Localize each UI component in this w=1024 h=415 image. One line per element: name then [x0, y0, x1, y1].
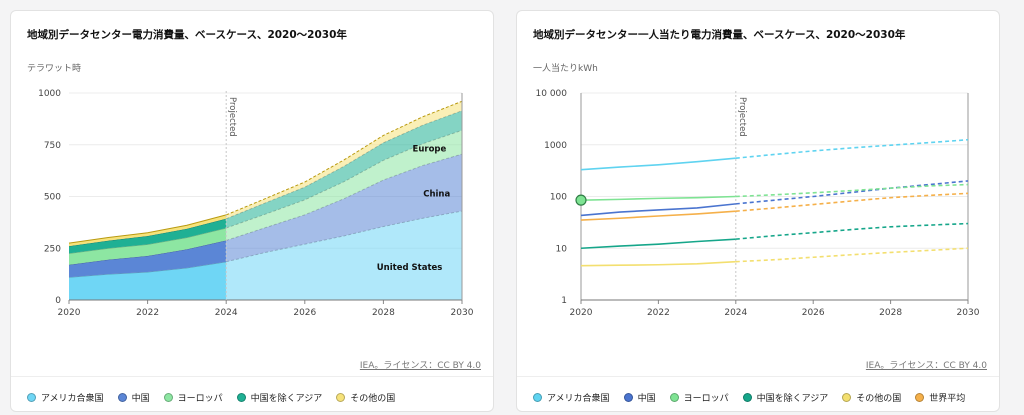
y-tick-label: 1000 [38, 89, 61, 99]
legend-label: その他の国 [350, 394, 396, 404]
series-line-5[interactable] [580, 260, 736, 267]
legend-item[interactable]: 中国 [117, 391, 150, 404]
legend-item[interactable]: アメリカ合衆国 [533, 391, 610, 404]
area-5-edge [68, 214, 227, 244]
y-tick-label: 10 000 [536, 89, 568, 99]
legend-item[interactable]: ヨーロッパ [669, 391, 729, 404]
chart-title: 地域別データセンター電力消費量、ベースケース、2020〜2030年 [27, 29, 347, 41]
series-annotation: United States [377, 263, 443, 273]
x-tick-label: 2030 [957, 308, 980, 318]
legend-swatch [623, 393, 633, 402]
projected-label: Projected [737, 97, 747, 137]
x-tick-label: 2024 [724, 308, 747, 318]
legend-label: ヨーロッパ [683, 394, 729, 404]
legend-item[interactable]: 中国 [623, 391, 656, 404]
divider [11, 376, 493, 377]
area-1-projected[interactable] [226, 210, 462, 300]
chart-card-electricity: 地域別データセンター電力消費量、ベースケース、2020〜2030年 テラワット時… [10, 10, 494, 412]
y-axis-label: 一人当たりkWh [533, 64, 598, 74]
legend-label: アメリカ合衆国 [547, 394, 610, 404]
legend-label: 中国 [131, 394, 150, 404]
y-tick-label: 100 [550, 193, 567, 203]
area-5-edge-projected [226, 100, 463, 216]
y-tick-label: 0 [55, 296, 61, 306]
area-4-projected[interactable] [226, 110, 462, 228]
y-tick-label: 10 [556, 244, 568, 254]
legend-label: ヨーロッパ [177, 394, 223, 404]
legend-swatch [163, 393, 173, 402]
series-line-1-projected[interactable] [735, 138, 969, 159]
y-tick-label: 1000 [544, 141, 567, 151]
projected-label: Projected [227, 97, 237, 137]
legend-label: 中国を除くアジア [756, 394, 829, 404]
legend-item[interactable]: ヨーロッパ [163, 391, 223, 404]
x-tick-label: 2026 [802, 308, 825, 318]
legend-swatch [27, 393, 36, 402]
series-line-5-projected[interactable] [735, 247, 969, 263]
legend-label: アメリカ合衆国 [41, 394, 104, 404]
x-tick-label: 2030 [451, 308, 474, 318]
legend-swatch [533, 393, 542, 402]
x-tick-label: 2022 [647, 308, 670, 318]
legend-label: その他の国 [856, 394, 902, 404]
y-tick-label: 1 [561, 296, 567, 306]
series-line-2-projected[interactable] [735, 180, 969, 205]
y-axis-label: テラワット時 [27, 64, 82, 74]
legend-item[interactable]: その他の国 [336, 391, 395, 404]
legend-label: 世界平均 [929, 394, 966, 404]
credit-link[interactable]: IEA。ライセンス：CC BY 4.0 [359, 361, 481, 371]
area-3-historical[interactable] [69, 227, 227, 265]
area-5-historical[interactable] [69, 214, 227, 247]
legend-swatch [117, 393, 127, 402]
legend-swatch [842, 393, 852, 402]
area-1-historical[interactable] [69, 261, 227, 300]
area-chart[interactable]: 0 250 500 750 1000 2020 2022 2024 2026 2028 2030 Pr… [11, 11, 495, 351]
legend-swatch [915, 393, 925, 402]
chart-title: 地域別データセンター一人当たり電力消費量、ベースケース、2020〜2030年 [533, 29, 906, 41]
legend-swatch [336, 393, 346, 402]
series-line-4-projected[interactable] [735, 222, 969, 240]
series-line-3[interactable] [580, 195, 736, 201]
legend-item[interactable]: 中国を除くアジア [742, 391, 829, 404]
divider [517, 376, 999, 377]
legend-item[interactable]: 中国を除くアジア [236, 391, 323, 404]
legend-item[interactable]: アメリカ合衆国 [27, 391, 104, 404]
credit-link[interactable]: IEA。ライセンス：CC BY 4.0 [865, 361, 987, 371]
series-line-2[interactable] [580, 203, 736, 217]
area-2-historical[interactable] [69, 240, 227, 278]
x-tick-label: 2022 [136, 308, 159, 318]
legend: アメリカ合衆国 中国 ヨーロッパ 中国を除くアジア その他の国 [27, 391, 395, 404]
highlight-point[interactable] [575, 194, 587, 206]
legend-item[interactable]: その他の国 [842, 391, 901, 404]
legend-swatch [669, 393, 679, 402]
x-tick-label: 2024 [215, 308, 238, 318]
area-3-projected[interactable] [226, 130, 462, 241]
series-annotation: China [423, 190, 450, 200]
legend-swatch [742, 393, 752, 402]
area-2-projected[interactable] [226, 154, 462, 262]
series-line-3-projected[interactable] [735, 183, 969, 198]
legend: アメリカ合衆国 中国 ヨーロッパ 中国を除くアジア その他の国 世界平均 [533, 391, 965, 404]
series-line-6-projected[interactable] [735, 192, 969, 212]
x-tick-label: 2028 [879, 308, 902, 318]
x-tick-label: 2020 [58, 308, 81, 318]
x-tick-label: 2020 [570, 308, 593, 318]
series-line-1[interactable] [580, 157, 736, 171]
series-line-4[interactable] [580, 238, 736, 250]
series-line-6[interactable] [580, 210, 736, 221]
legend-label: 中国 [637, 394, 656, 404]
x-tick-label: 2028 [372, 308, 395, 318]
y-tick-label: 750 [44, 141, 61, 151]
legend-swatch [236, 393, 246, 402]
x-tick-label: 2026 [293, 308, 316, 318]
series-annotation: Europe [413, 144, 447, 154]
y-tick-label: 250 [44, 244, 61, 254]
legend-label: 中国を除くアジア [250, 394, 323, 404]
line-chart[interactable]: 1 10 100 1000 10 000 2020 2022 2024 2026 2028 2030… [517, 11, 1001, 351]
chart-card-per-capita: 地域別データセンター一人当たり電力消費量、ベースケース、2020〜2030年 一… [516, 10, 1000, 412]
legend-item[interactable]: 世界平均 [915, 391, 965, 404]
y-tick-label: 500 [44, 193, 61, 203]
